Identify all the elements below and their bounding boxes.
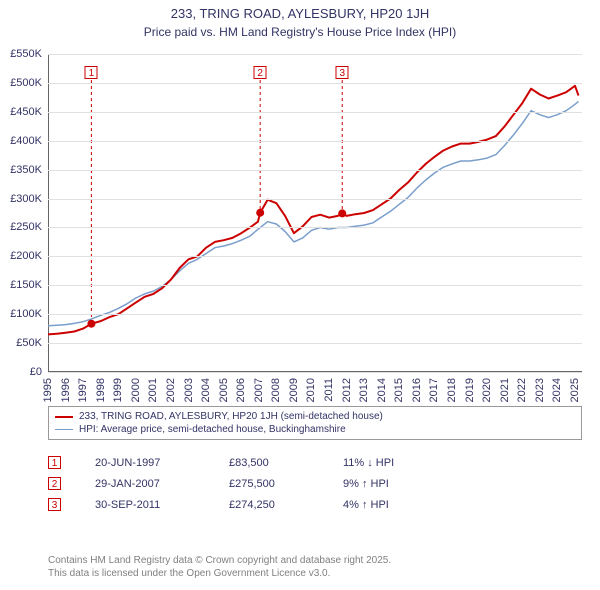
xtick-label: 1997: [77, 378, 89, 402]
xtick-label: 1995: [42, 378, 54, 402]
chart-subtitle: Price paid vs. HM Land Registry's House …: [0, 25, 600, 41]
xtick-label: 2008: [270, 378, 282, 402]
legend-row-hpi: HPI: Average price, semi-detached house,…: [55, 423, 575, 436]
xtick-label: 1996: [60, 378, 72, 402]
legend-label: 233, TRING ROAD, AYLESBURY, HP20 1JH (se…: [79, 411, 383, 422]
event-row-3: 3 30-SEP-2011 £274,250 4% ↑ HPI: [48, 494, 582, 515]
ytick-label: £500K: [10, 77, 42, 89]
event-marker-1: 1: [85, 66, 98, 79]
ytick-label: £550K: [10, 48, 42, 60]
xtick-label: 2005: [218, 378, 230, 402]
ytick-label: £450K: [10, 106, 42, 118]
event-row-price: £83,500: [229, 457, 309, 469]
gridline-h: [48, 227, 582, 228]
legend-swatch: [55, 429, 73, 430]
event-row-hpi: 4% ↑ HPI: [343, 499, 443, 511]
footer-line1: Contains HM Land Registry data © Crown c…: [48, 554, 582, 567]
ytick-label: £200K: [10, 250, 42, 262]
xtick-label: 2002: [165, 378, 177, 402]
events-table: 1 20-JUN-1997 £83,500 11% ↓ HPI 2 29-JAN-2007…: [48, 452, 582, 515]
event-dot-1: [87, 320, 95, 328]
ytick-label: £250K: [10, 221, 42, 233]
ytick-label: £50K: [16, 337, 42, 349]
gridline-h: [48, 83, 582, 84]
xtick-label: 2013: [358, 378, 370, 402]
plot-area: £0£50K£100K£150K£200K£250K£300K£350K£400…: [48, 54, 582, 372]
xtick-label: 2019: [464, 378, 476, 402]
xtick-label: 2023: [534, 378, 546, 402]
event-dot-3: [338, 209, 346, 217]
xtick-label: 2012: [341, 378, 353, 402]
xtick-label: 2007: [253, 378, 265, 402]
event-dot-2: [256, 209, 264, 217]
legend-row-property: 233, TRING ROAD, AYLESBURY, HP20 1JH (se…: [55, 410, 575, 423]
ytick-label: £150K: [10, 279, 42, 291]
ytick-label: £100K: [10, 308, 42, 320]
xtick-label: 2016: [411, 378, 423, 402]
ytick-label: £0: [30, 366, 42, 378]
xtick-label: 2017: [428, 378, 440, 402]
event-row-hpi: 9% ↑ HPI: [343, 478, 443, 490]
event-marker-2: 2: [254, 66, 267, 79]
xtick-label: 2025: [569, 378, 581, 402]
xtick-label: 2014: [376, 378, 388, 402]
event-row-date: 29-JAN-2007: [95, 478, 195, 490]
gridline-h: [48, 54, 582, 55]
series-hpi: [48, 101, 579, 325]
xtick-label: 2000: [130, 378, 142, 402]
ytick-label: £300K: [10, 193, 42, 205]
event-row-2: 2 29-JAN-2007 £275,500 9% ↑ HPI: [48, 473, 582, 494]
series-property: [48, 86, 579, 335]
gridline-h: [48, 285, 582, 286]
gridline-h: [48, 141, 582, 142]
event-row-price: £275,500: [229, 478, 309, 490]
event-row-marker: 1: [48, 456, 61, 469]
plot-svg: [48, 54, 582, 372]
event-row-1: 1 20-JUN-1997 £83,500 11% ↓ HPI: [48, 452, 582, 473]
xtick-label: 2001: [147, 378, 159, 402]
event-row-marker: 3: [48, 498, 61, 511]
gridline-h: [48, 372, 582, 373]
xtick-label: 2006: [235, 378, 247, 402]
gridline-h: [48, 170, 582, 171]
event-row-date: 20-JUN-1997: [95, 457, 195, 469]
gridline-h: [48, 199, 582, 200]
xtick-label: 2024: [551, 378, 563, 402]
xtick-label: 2020: [481, 378, 493, 402]
legend: 233, TRING ROAD, AYLESBURY, HP20 1JH (se…: [48, 406, 582, 440]
xtick-label: 2009: [288, 378, 300, 402]
xtick-label: 2003: [183, 378, 195, 402]
legend-label: HPI: Average price, semi-detached house,…: [79, 424, 346, 435]
event-row-hpi: 11% ↓ HPI: [343, 457, 443, 469]
gridline-h: [48, 256, 582, 257]
event-row-date: 30-SEP-2011: [95, 499, 195, 511]
xtick-label: 2004: [200, 378, 212, 402]
footer: Contains HM Land Registry data © Crown c…: [48, 554, 582, 580]
gridline-h: [48, 343, 582, 344]
xtick-label: 2015: [393, 378, 405, 402]
footer-line2: This data is licensed under the Open Gov…: [48, 567, 582, 580]
xtick-label: 2011: [323, 378, 335, 402]
ytick-label: £400K: [10, 135, 42, 147]
event-marker-3: 3: [336, 66, 349, 79]
event-row-marker: 2: [48, 477, 61, 490]
xtick-label: 1998: [95, 378, 107, 402]
gridline-h: [48, 112, 582, 113]
gridline-h: [48, 314, 582, 315]
chart-title: 233, TRING ROAD, AYLESBURY, HP20 1JH: [0, 6, 600, 23]
xtick-label: 2018: [446, 378, 458, 402]
ytick-label: £350K: [10, 164, 42, 176]
xtick-label: 1999: [112, 378, 124, 402]
xtick-label: 2022: [516, 378, 528, 402]
legend-swatch: [55, 416, 73, 418]
event-row-price: £274,250: [229, 499, 309, 511]
xtick-label: 2021: [499, 378, 511, 402]
xtick-label: 2010: [305, 378, 317, 402]
